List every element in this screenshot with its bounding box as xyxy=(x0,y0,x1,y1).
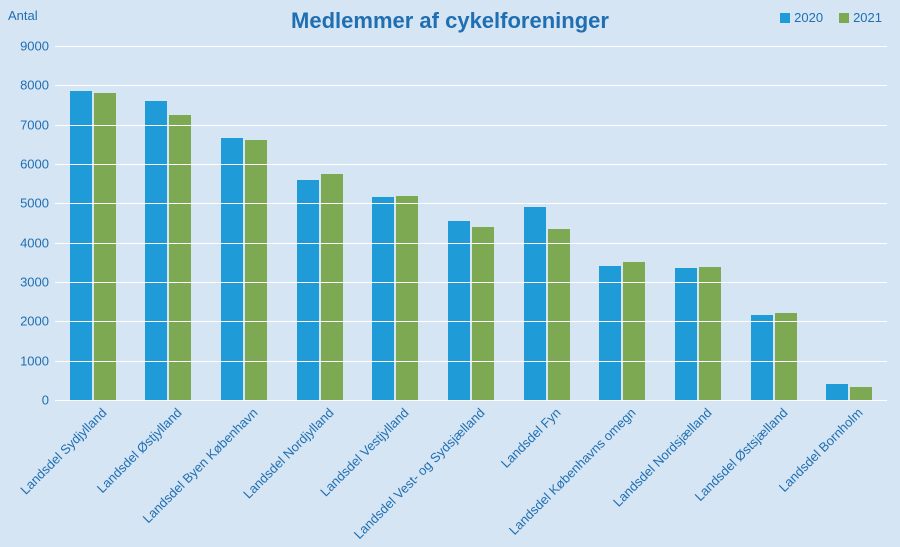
bar xyxy=(675,268,697,400)
grid-line xyxy=(55,321,887,322)
x-axis-labels: Landsdel Sydjylland Landsdel Østjylland La… xyxy=(55,405,887,545)
bar xyxy=(850,387,872,400)
bar xyxy=(297,180,319,400)
bar xyxy=(145,101,167,400)
bar xyxy=(321,174,343,400)
y-tick-label: 3000 xyxy=(13,275,49,290)
bar xyxy=(524,207,546,400)
x-tick-label: Landsdel Vest- og Sydsjælland xyxy=(477,405,488,416)
bar xyxy=(372,197,394,400)
legend-swatch-2021 xyxy=(839,13,849,23)
bars-layer xyxy=(55,46,887,400)
grid-line xyxy=(55,125,887,126)
legend-item-2020: 2020 xyxy=(780,10,823,25)
bar xyxy=(70,91,92,400)
bar xyxy=(396,196,418,400)
legend-label-2020: 2020 xyxy=(794,10,823,25)
grid-line xyxy=(55,164,887,165)
grid-line xyxy=(55,46,887,47)
plot-area: 0100020003000400050006000700080009000 xyxy=(55,46,887,400)
y-tick-label: 2000 xyxy=(13,314,49,329)
x-tick-label: Landsdel Fyn xyxy=(553,405,564,416)
x-tick-label: Landsdel Bornholm xyxy=(855,405,866,416)
bar xyxy=(448,221,470,400)
legend-label-2021: 2021 xyxy=(853,10,882,25)
bar xyxy=(472,227,494,400)
grid-line xyxy=(55,400,887,401)
legend-item-2021: 2021 xyxy=(839,10,882,25)
bar xyxy=(169,115,191,400)
bar xyxy=(699,267,721,400)
x-tick-label: Landsdel Vestjylland xyxy=(401,405,412,416)
y-tick-label: 5000 xyxy=(13,196,49,211)
x-tick-label: Landsdel Østjylland xyxy=(174,405,185,416)
grid-line xyxy=(55,243,887,244)
y-tick-label: 9000 xyxy=(13,39,49,54)
y-tick-label: 6000 xyxy=(13,157,49,172)
grid-line xyxy=(55,85,887,86)
legend: 2020 2021 xyxy=(780,10,882,25)
y-tick-label: 8000 xyxy=(13,78,49,93)
x-tick-label: Landsdel Nordjylland xyxy=(326,405,337,416)
bar xyxy=(599,266,621,400)
y-tick-label: 0 xyxy=(13,393,49,408)
bar xyxy=(94,93,116,400)
grid-line xyxy=(55,361,887,362)
grid-line xyxy=(55,282,887,283)
x-tick-label: Landsdel Nordsjælland xyxy=(704,405,715,416)
x-tick-label: Landsdel Østsjælland xyxy=(780,405,791,416)
bar xyxy=(775,313,797,400)
y-tick-label: 1000 xyxy=(13,353,49,368)
bar-chart: Antal Medlemmer af cykelforeninger 2020 … xyxy=(0,0,900,547)
chart-title: Medlemmer af cykelforeninger xyxy=(0,8,900,34)
grid-line xyxy=(55,203,887,204)
bar xyxy=(751,315,773,400)
legend-swatch-2020 xyxy=(780,13,790,23)
y-tick-label: 7000 xyxy=(13,117,49,132)
x-tick-label: Landsdel Byen København xyxy=(250,405,261,416)
x-tick-label: Landsdel Københavns omegn xyxy=(628,405,639,416)
y-tick-label: 4000 xyxy=(13,235,49,250)
bar xyxy=(826,384,848,400)
x-tick-label: Landsdel Sydjylland xyxy=(99,405,110,416)
bar xyxy=(548,229,570,400)
